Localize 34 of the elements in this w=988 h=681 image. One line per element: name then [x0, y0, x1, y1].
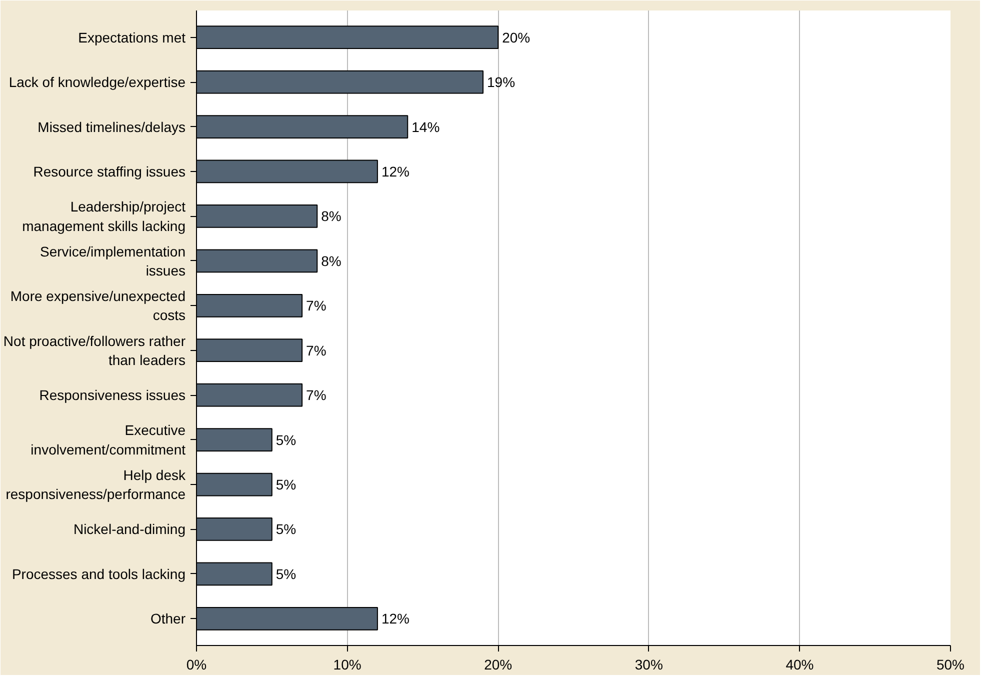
y-tick-label: Responsiveness issues: [39, 387, 186, 404]
y-tick-label: Service/implementation issues: [40, 243, 186, 279]
data-label: 7%: [306, 298, 326, 314]
y-tick-label: More expensive/unexpected costs: [10, 288, 186, 324]
data-label: 19%: [487, 74, 516, 90]
y-tick-label: Not proactive/followers rather than leaders: [3, 332, 186, 368]
data-label: 12%: [381, 163, 410, 180]
data-label: 14%: [412, 118, 440, 135]
y-tick-label: Other: [150, 610, 186, 627]
data-label: 7%: [306, 342, 326, 358]
x-tick-label: 30%: [634, 656, 663, 672]
x-tick-label: 0%: [186, 656, 207, 672]
x-tick-label: 10%: [333, 656, 362, 672]
data-label: 5%: [276, 521, 296, 538]
x-tick-label: 50%: [936, 656, 965, 672]
x-tick-label: 20%: [484, 656, 512, 672]
y-tick-label: Expectations met: [78, 29, 186, 46]
data-label: 8%: [321, 208, 342, 224]
y-tick-label: Help desk responsiveness/performance: [6, 466, 186, 502]
x-tick-label: 40%: [786, 656, 814, 672]
data-label: 20%: [502, 29, 530, 46]
data-label: 7%: [306, 387, 326, 404]
y-tick-label: Missed timelines/delays: [38, 118, 186, 135]
data-label: 5%: [276, 476, 296, 493]
y-tick-label: Nickel-and-diming: [73, 521, 186, 538]
data-label: 5%: [276, 432, 296, 448]
y-tick-label: Lack of knowledge/expertise: [8, 74, 186, 90]
data-label: 5%: [276, 566, 296, 582]
data-label: 8%: [321, 252, 342, 269]
y-tick-label: Leadership/project management skills lacking: [22, 198, 186, 234]
y-tick-label: Resource staffing issues: [33, 163, 186, 180]
y-tick-label: Processes and tools lacking: [12, 566, 186, 582]
data-label: 12%: [381, 610, 410, 627]
y-tick-label: Executive involvement/commitment: [30, 422, 186, 458]
